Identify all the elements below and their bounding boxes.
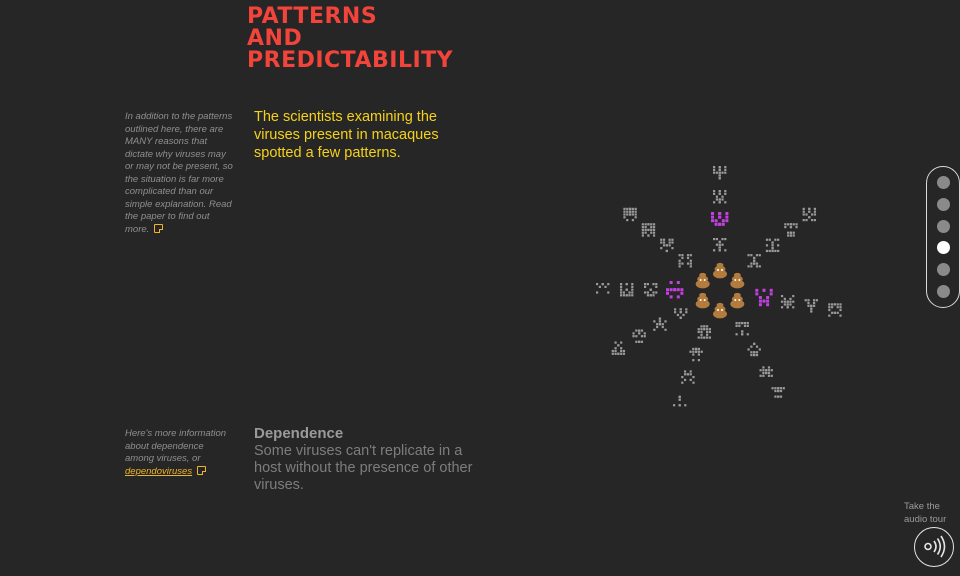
virus-icon	[611, 341, 626, 355]
virus-icon	[780, 294, 795, 309]
step-dot-1[interactable]	[936, 176, 950, 189]
poop-icon	[730, 292, 745, 309]
highlighted-virus-icon	[755, 288, 773, 307]
lead-text: The scientists examining the viruses pre…	[254, 109, 439, 161]
page-title: PATTERNS AND PREDICTABILITY	[247, 6, 453, 72]
virus-host-visualization	[596, 166, 842, 407]
step-dot-4[interactable]	[936, 241, 950, 255]
side-note-caveat-text: In addition to the patterns outlined her…	[125, 111, 233, 235]
virus-icon	[784, 223, 798, 237]
step-dot-2[interactable]	[936, 197, 950, 211]
virus-icon	[641, 223, 656, 237]
virus-icon	[623, 207, 637, 222]
virus-icon	[771, 387, 785, 398]
virus-icon	[678, 254, 692, 268]
virus-icon	[632, 329, 646, 343]
note-icon[interactable]	[154, 223, 164, 233]
highlighted-virus-icon	[711, 212, 729, 226]
section-heading: Dependence	[254, 425, 344, 442]
step-dot-5[interactable]	[936, 263, 950, 277]
step-dot-3[interactable]	[936, 219, 950, 233]
dependoviruses-link[interactable]: dependoviruses	[125, 465, 193, 477]
poop-icon	[713, 302, 727, 319]
poop-icon	[695, 272, 710, 289]
poop-icon	[713, 262, 727, 279]
virus-icon	[713, 190, 727, 204]
step-dot-6[interactable]	[936, 284, 950, 298]
side-note-caveat: In addition to the patterns outlined her…	[125, 111, 233, 236]
virus-icon	[765, 238, 780, 253]
virus-icon	[660, 238, 674, 253]
virus-icon	[759, 366, 773, 377]
virus-icon	[747, 254, 761, 268]
highlighted-virus-icon	[666, 281, 684, 299]
virus-icon	[713, 238, 727, 252]
poop-icon	[730, 272, 745, 289]
poop-icon	[695, 292, 710, 309]
audio-tour-label: Take the audio tour	[904, 501, 947, 525]
virus-icon	[802, 207, 817, 222]
side-note-dependence-text: Here's more information about dependence…	[125, 428, 227, 464]
step-nav	[926, 166, 960, 308]
title-line-2: AND	[247, 26, 303, 51]
side-note-dependence: Here's more information about dependence…	[125, 428, 233, 478]
virus-icon	[697, 325, 712, 339]
virus-icon	[596, 283, 610, 294]
virus-icon	[689, 347, 703, 362]
virus-icon	[674, 308, 688, 319]
virus-icon	[713, 166, 727, 180]
note-icon[interactable]	[197, 465, 207, 475]
virus-icon	[681, 370, 695, 384]
virus-icon	[620, 283, 634, 297]
virus-icon	[828, 303, 842, 317]
audio-wave-icon	[924, 535, 946, 558]
virus-icon	[644, 283, 658, 297]
virus-icon	[804, 299, 818, 313]
virus-icon	[747, 342, 761, 357]
virus-icon	[735, 321, 749, 336]
virus-icon	[672, 395, 687, 407]
virus-icon	[653, 317, 667, 331]
title-line-1: PATTERNS	[247, 4, 378, 29]
audio-tour-button[interactable]	[914, 527, 954, 567]
title-line-3: PREDICTABILITY	[247, 48, 454, 73]
section-body: Some viruses can't replicate in a host w…	[254, 443, 473, 493]
